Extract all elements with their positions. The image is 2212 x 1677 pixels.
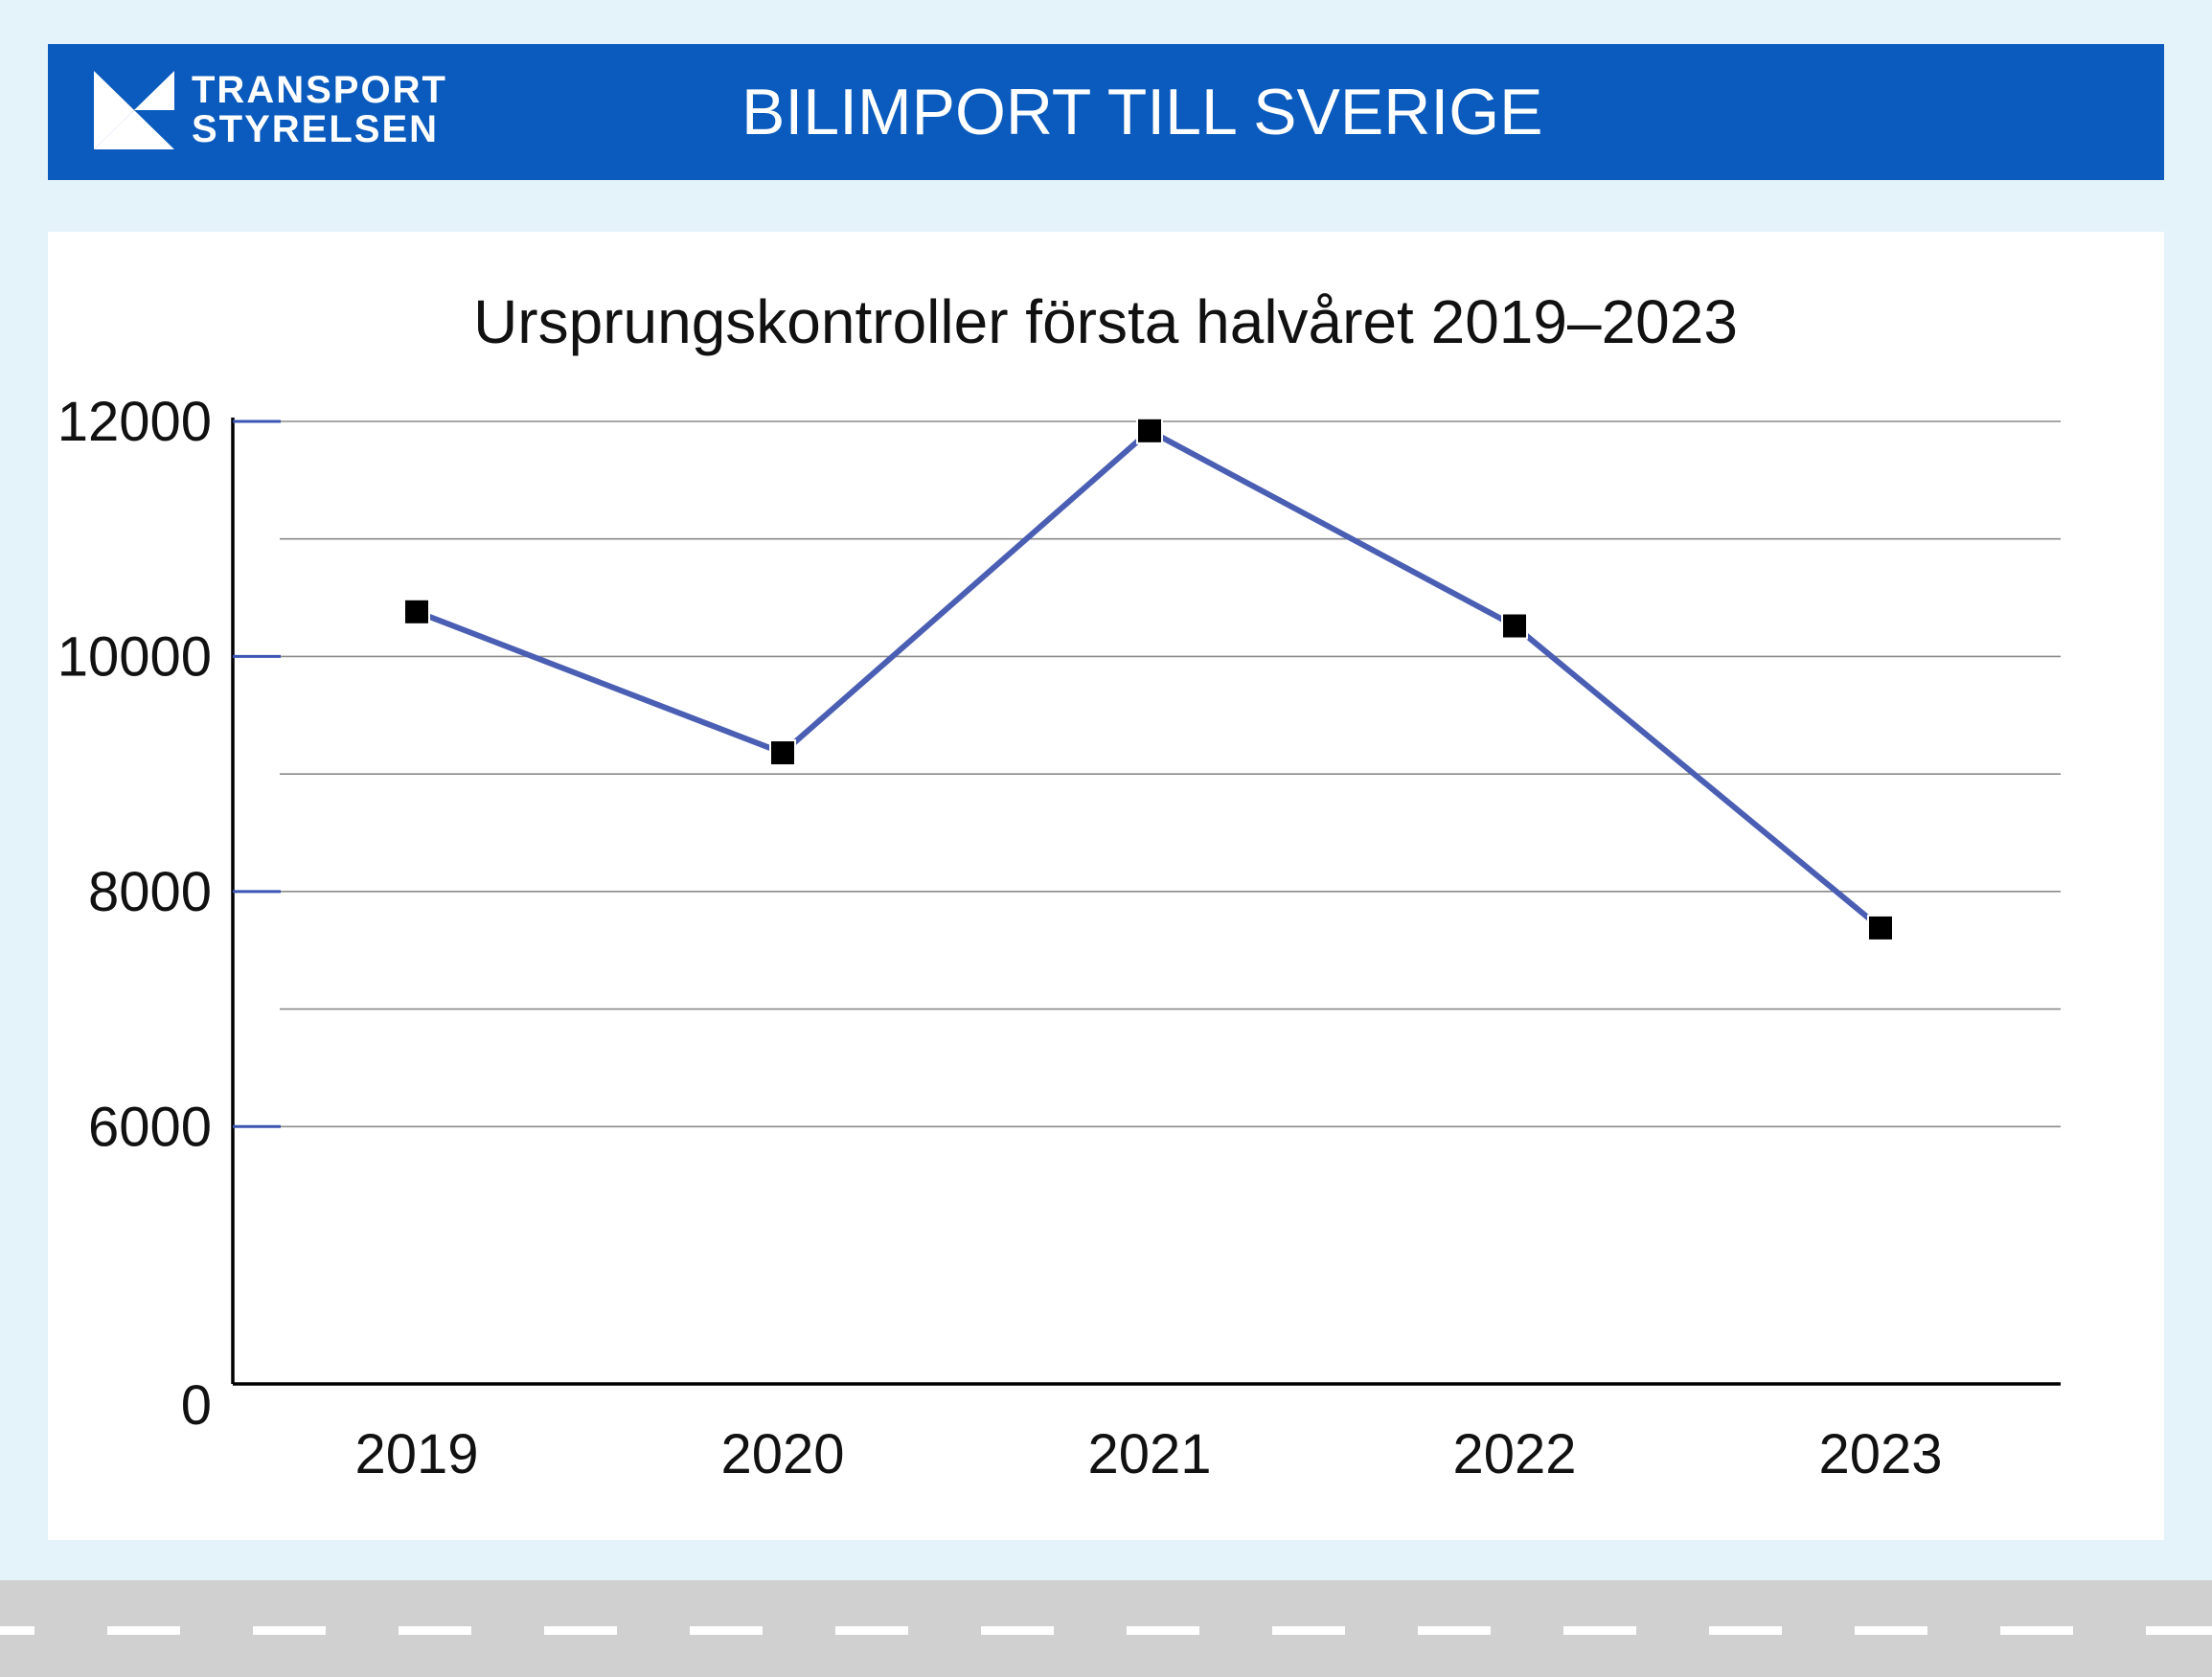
data-point-2022 [1501,612,1528,640]
transportstyrelsen-logo: TRANSPORT STYRELSEN [94,71,447,149]
chart-title: Ursprungskontroller första halvåret 2019… [473,287,1738,356]
road-dash [0,1626,34,1635]
road-dash [399,1626,471,1635]
x-tick-labels: 2019 2020 2021 2022 2023 [354,1423,1942,1485]
road-dash [107,1626,180,1635]
line-chart: Ursprungskontroller första halvåret 2019… [57,287,2061,1485]
road-decoration [0,1580,2212,1677]
chart-panel: Ursprungskontroller första halvåret 2019… [48,232,2164,1540]
axes [231,418,2061,1386]
y-tick-label-12000: 12000 [57,391,212,453]
x-tick-label-2019: 2019 [354,1423,478,1485]
y-tick-label-0: 0 [181,1374,212,1437]
logo-text-line1: TRANSPORT [192,69,447,111]
x-tick-label-2021: 2021 [1087,1423,1211,1485]
road-dash [981,1626,1054,1635]
logo-text-line2: STYRELSEN [192,108,440,150]
data-point-2023 [1867,914,1894,941]
road-dash [253,1626,326,1635]
header-banner: TRANSPORT STYRELSEN BILIMPORT TILL SVERI… [48,44,2164,180]
y-tick-label-6000: 6000 [88,1096,212,1158]
road-dash [1127,1626,1199,1635]
road-dash [835,1626,908,1635]
gridlines [280,420,2061,1128]
road-dash [1418,1626,1491,1635]
road-dash [1709,1626,1782,1635]
series-ursprungskontroller [403,417,1894,941]
road-dash [1563,1626,1636,1635]
x-tick-label-2023: 2023 [1818,1423,1942,1485]
y-tick-labels: 12000 10000 8000 6000 0 [57,391,212,1437]
road-dash [2000,1626,2073,1635]
road-dash [2146,1626,2212,1635]
logo-mark-icon [94,71,174,149]
data-point-2019 [403,598,430,625]
road-dash [544,1626,617,1635]
y-tick-label-10000: 10000 [57,625,212,688]
page-title: BILIMPORT TILL SVERIGE [741,76,1543,148]
data-point-2021 [1136,417,1163,444]
data-point-2020 [769,739,796,767]
road-dash [690,1626,763,1635]
series-line [415,427,1882,931]
road-dash [1855,1626,1927,1635]
x-tick-label-2020: 2020 [720,1423,844,1485]
y-tick-label-8000: 8000 [88,861,212,923]
x-tick-label-2022: 2022 [1452,1423,1576,1485]
road-dash [1272,1626,1345,1635]
